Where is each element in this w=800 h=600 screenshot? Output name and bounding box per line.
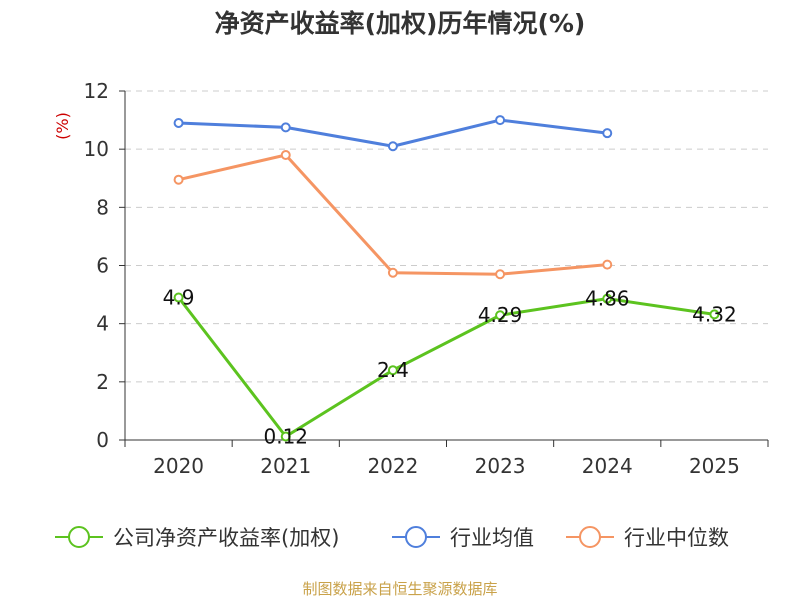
data-point (173, 117, 184, 128)
source-note: 制图数据来自恒生聚源数据库 (302, 580, 498, 598)
y-tick-label: 8 (96, 195, 109, 219)
data-label: 4.29 (478, 303, 523, 327)
data-point (387, 365, 398, 376)
data-point (387, 141, 398, 152)
legend-marker (68, 526, 90, 548)
x-tick-label: 2023 (475, 454, 526, 478)
x-tick-label: 2021 (260, 454, 311, 478)
y-axis-label: (%) (53, 112, 72, 140)
data-label: 4.32 (692, 302, 737, 326)
series-line-0 (177, 296, 715, 439)
data-point (173, 292, 184, 303)
y-tick-label: 2 (96, 370, 109, 394)
data-point (280, 149, 291, 160)
series-lines (173, 115, 720, 442)
legend-marker (405, 526, 427, 548)
data-point (387, 267, 398, 278)
y-tick-label: 4 (96, 312, 109, 336)
data-point (173, 174, 184, 185)
data-point (495, 310, 506, 321)
data-point (602, 259, 613, 270)
legend-marker (579, 526, 601, 548)
grid-lines (125, 90, 768, 383)
x-tick-label: 2025 (689, 454, 740, 478)
legend-label: 行业中位数 (624, 526, 729, 550)
chart-title: 净资产收益率(加权)历年情况(%) (214, 9, 586, 38)
data-point (495, 115, 506, 126)
data-point (602, 293, 613, 304)
data-point (280, 431, 291, 442)
data-label: 4.86 (585, 287, 630, 311)
axes: 0 2 4 6 8 10 12 2020 2021 2022 2023 2024 2025 (%) (53, 79, 769, 478)
legend-label: 行业均值 (450, 526, 534, 550)
data-label: 4.9 (163, 285, 195, 309)
y-tick-label: 12 (84, 79, 109, 103)
data-point (280, 122, 291, 133)
data-point (495, 269, 506, 280)
data-label: 0.12 (263, 425, 308, 449)
legend: 公司净资产收益率(加权) 行业均值 行业中位数 (55, 526, 729, 550)
data-labels: 4.9 0.12 2.4 4.29 4.86 4.32 (163, 285, 737, 448)
legend-label: 公司净资产收益率(加权) (113, 526, 339, 550)
data-point (709, 309, 720, 320)
x-tick-label: 2022 (367, 454, 418, 478)
x-tick-label: 2020 (153, 454, 204, 478)
x-tick-label: 2024 (582, 454, 633, 478)
data-label: 2.4 (377, 358, 409, 382)
y-tick-label: 10 (84, 137, 109, 161)
series-line-2 (178, 153, 608, 276)
data-point (602, 128, 613, 139)
y-tick-label: 6 (96, 254, 109, 278)
y-tick-label: 0 (96, 428, 109, 452)
